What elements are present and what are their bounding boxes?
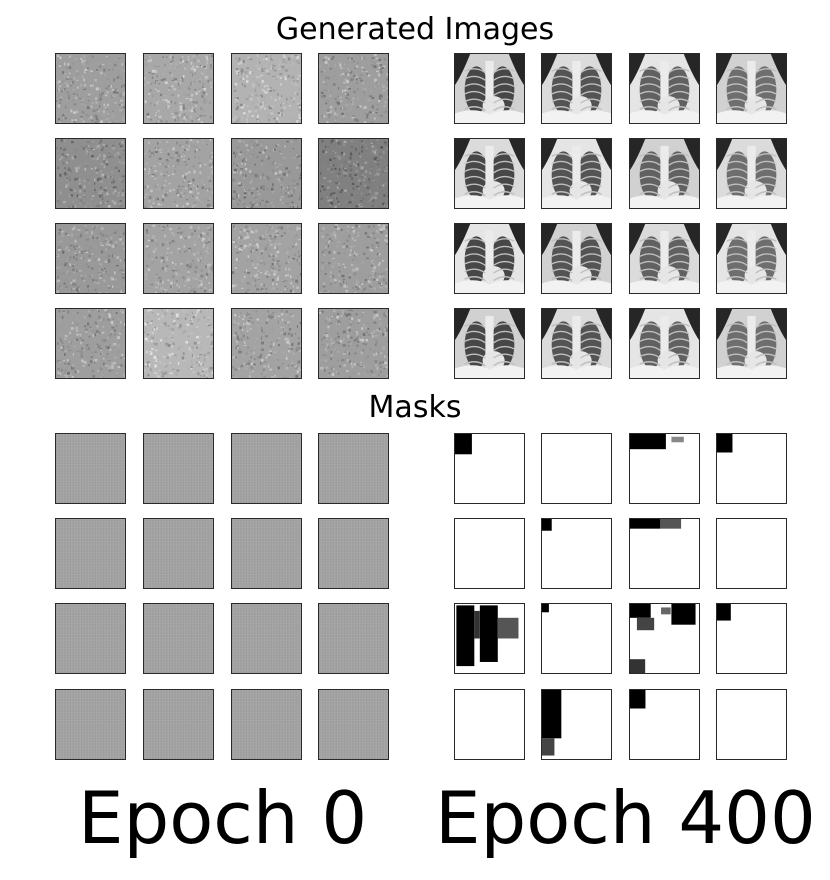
mask-epoch0-tile [143,689,214,760]
generated-image-epoch0-tile [55,138,126,209]
generated-image-epoch0-tile [318,138,389,209]
mask-epoch400-tile [454,518,525,589]
generated-image-epoch400-tile [629,223,700,294]
mask-epoch400-tile [629,518,700,589]
generated-image-epoch400-tile [541,223,612,294]
mask-epoch0-tile [55,433,126,504]
generated-image-epoch400-tile [541,308,612,379]
epoch-400-label: Epoch 400 [435,776,816,860]
generated-image-epoch0-tile [318,53,389,124]
generated-image-epoch0-tile [55,308,126,379]
generated-image-epoch400-tile [716,138,787,209]
mask-epoch0-tile [318,518,389,589]
generated-image-epoch0-tile [143,308,214,379]
mask-epoch0-tile [231,518,302,589]
generated-image-epoch400-tile [454,138,525,209]
mask-epoch0-tile [231,603,302,674]
generated-image-epoch400-tile [629,53,700,124]
mask-epoch400-tile [716,518,787,589]
mask-epoch0-tile [318,603,389,674]
mask-epoch400-tile [541,518,612,589]
mask-epoch0-tile [318,689,389,760]
generated-image-epoch0-tile [143,138,214,209]
generated-image-epoch0-tile [143,223,214,294]
generated-image-epoch0-tile [231,223,302,294]
mask-epoch0-tile [143,433,214,504]
epoch-0-label: Epoch 0 [78,776,368,860]
generated-image-epoch0-tile [231,53,302,124]
mask-epoch0-tile [318,433,389,504]
generated-image-epoch0-tile [231,308,302,379]
mask-epoch0-tile [231,689,302,760]
mask-epoch0-tile [143,603,214,674]
generated-image-epoch0-tile [55,223,126,294]
masks-title: Masks [368,390,462,425]
mask-epoch400-tile [541,689,612,760]
generated-image-epoch400-tile [716,223,787,294]
mask-epoch400-tile [454,689,525,760]
generated-image-epoch400-tile [541,53,612,124]
generated-image-epoch400-tile [454,53,525,124]
generated-images-title: Generated Images [275,12,555,47]
mask-epoch0-tile [55,689,126,760]
mask-epoch0-tile [55,603,126,674]
mask-epoch400-tile [716,433,787,504]
mask-epoch400-tile [716,603,787,674]
mask-epoch0-tile [143,518,214,589]
mask-epoch400-tile [629,603,700,674]
mask-epoch400-tile [541,433,612,504]
generated-image-epoch0-tile [55,53,126,124]
mask-epoch400-tile [454,603,525,674]
generated-image-epoch0-tile [231,138,302,209]
generated-image-epoch400-tile [454,308,525,379]
mask-epoch400-tile [629,689,700,760]
mask-epoch400-tile [716,689,787,760]
generated-image-epoch400-tile [716,53,787,124]
generated-image-epoch0-tile [143,53,214,124]
generated-image-epoch400-tile [629,308,700,379]
generated-image-epoch400-tile [541,138,612,209]
mask-epoch400-tile [541,603,612,674]
generated-image-epoch400-tile [629,138,700,209]
mask-epoch400-tile [454,433,525,504]
generated-image-epoch400-tile [716,308,787,379]
generated-image-epoch0-tile [318,223,389,294]
generated-image-epoch400-tile [454,223,525,294]
mask-epoch400-tile [629,433,700,504]
generated-image-epoch0-tile [318,308,389,379]
mask-epoch0-tile [55,518,126,589]
mask-epoch0-tile [231,433,302,504]
